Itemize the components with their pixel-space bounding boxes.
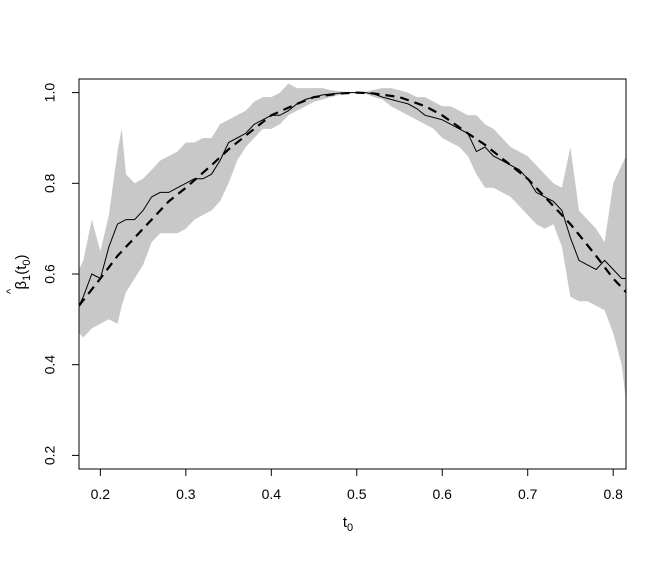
x-axis: 0.2 0.3 0.4 0.5 0.6 0.7 0.8 xyxy=(91,468,623,502)
y-axis: 0.2 0.4 0.6 0.8 1.0 xyxy=(42,83,80,465)
y-axis-title: β1(t0) xyxy=(13,254,33,289)
y-tick-label: 0.8 xyxy=(42,173,58,193)
x-axis-title: t0 xyxy=(343,514,353,534)
x-tick-label: 0.6 xyxy=(433,486,453,502)
x-tick-label: 0.4 xyxy=(262,486,282,502)
confidence-band xyxy=(79,83,626,401)
y-tick-label: 0.6 xyxy=(42,264,58,284)
y-tick-label: 1.0 xyxy=(42,83,58,103)
x-tick-label: 0.5 xyxy=(347,486,367,502)
plot-frame xyxy=(78,78,627,470)
true-curve-line xyxy=(79,91,626,307)
x-tick-label: 0.3 xyxy=(176,486,196,502)
y-tick-label: 0.2 xyxy=(42,445,58,465)
x-tick-label: 0.2 xyxy=(91,486,111,502)
estimate-line xyxy=(79,92,626,306)
x-tick-label: 0.8 xyxy=(603,486,623,502)
y-axis-title-hat: ^ xyxy=(5,288,17,294)
y-tick-label: 0.4 xyxy=(42,355,58,375)
x-tick-label: 0.7 xyxy=(518,486,538,502)
